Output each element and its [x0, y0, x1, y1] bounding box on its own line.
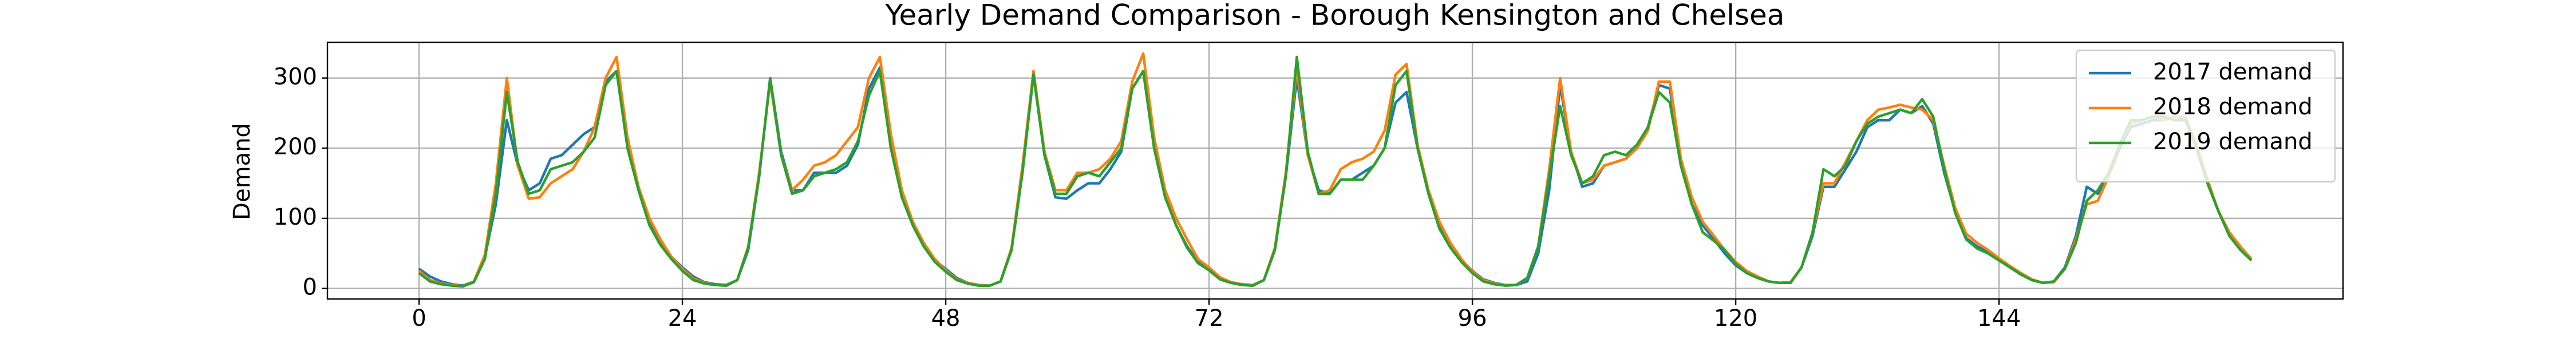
plot-frame: [326, 41, 2344, 300]
x-tick-label: 72: [1195, 305, 1224, 332]
y-tick-label: 0: [303, 274, 317, 301]
data-line: [418, 52, 2253, 288]
x-tick-label: 96: [1458, 305, 1487, 332]
legend-label: 2018 demand: [2153, 94, 2313, 120]
y-tick-label: 100: [274, 204, 317, 230]
y-axis-label: Demand: [229, 123, 255, 220]
x-tick-label: 120: [1714, 305, 1757, 332]
y-tick-label: 200: [274, 134, 317, 160]
x-tick-label: 48: [931, 305, 961, 332]
legend-label: 2019 demand: [2153, 129, 2313, 155]
x-tick-label: 0: [412, 305, 426, 332]
data-line: [418, 55, 2253, 288]
legend-label: 2017 demand: [2153, 59, 2313, 85]
x-tick-label: 24: [668, 305, 697, 332]
legend-box: [2075, 49, 2336, 183]
chart-title: Yearly Demand Comparison - Borough Kensi…: [885, 0, 1785, 32]
legend: 2017 demand 2018 demand 2019 demand: [2075, 49, 2336, 183]
y-tick-label: 300: [274, 64, 317, 90]
x-tick-label: 144: [1977, 305, 2021, 332]
data-line: [418, 66, 2253, 287]
